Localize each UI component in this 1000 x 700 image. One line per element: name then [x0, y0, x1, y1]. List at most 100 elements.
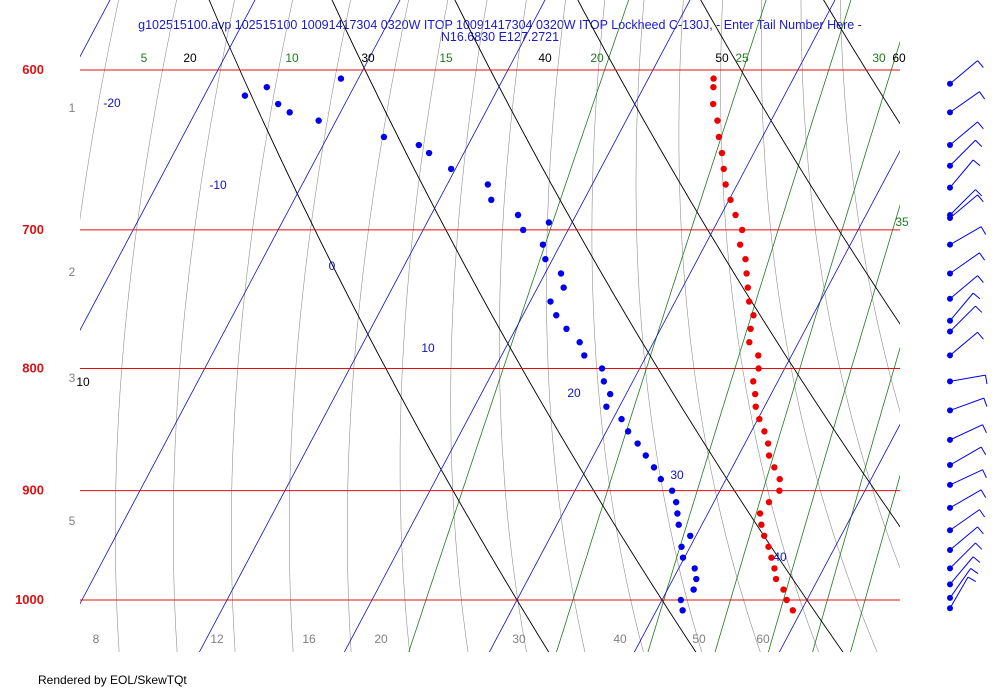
isotherm-label: 30	[670, 468, 684, 482]
dewpoint-point	[618, 415, 625, 423]
wind-barb	[947, 91, 986, 116]
wind-barb-station	[947, 504, 953, 511]
mixing-ratio-line	[556, 0, 767, 652]
wind-barb-station	[947, 527, 953, 534]
wind-barb-flag	[979, 509, 986, 518]
bottom-temperature-label: 20	[374, 632, 388, 646]
bottom-temperature-label: 12	[210, 632, 224, 646]
dewpoint-point	[274, 100, 282, 108]
isobar-label: 700	[22, 222, 44, 237]
mixing-ratio-label: 20	[590, 51, 604, 65]
temperature-point	[758, 521, 765, 528]
dewpoint-point	[642, 452, 649, 459]
wind-barb-flag	[967, 576, 977, 583]
wind-barb	[947, 60, 984, 87]
temperature-point	[768, 554, 775, 561]
wind-barb	[947, 489, 987, 511]
bottom-temperature-label: 30	[512, 632, 526, 646]
wind-barb-station	[947, 295, 953, 302]
isotherm-label: 10	[421, 341, 435, 355]
wind-barb-shaft	[949, 424, 983, 441]
mixing-ratio-line	[812, 346, 900, 652]
isotherm	[914, 0, 1000, 672]
wind-barb	[947, 374, 988, 385]
dewpoint-point	[315, 117, 322, 124]
wind-barb	[947, 139, 983, 169]
wind-barb	[947, 526, 984, 554]
wind-barb-station	[947, 212, 953, 219]
temperature-point	[751, 390, 759, 398]
temperature-point	[714, 117, 721, 124]
temperature-point	[771, 565, 778, 572]
temperature-point	[742, 255, 749, 263]
wind-barb-station	[947, 328, 953, 335]
dewpoint-point	[488, 196, 495, 204]
dry-adiabat-label: 50	[715, 51, 729, 65]
dry-adiabat	[577, 0, 900, 528]
dry-adiabat-label: 40	[538, 51, 552, 65]
altitude-label: 1	[69, 101, 76, 115]
bottom-temperature-label: 8	[93, 632, 100, 646]
moist-adiabat	[678, 0, 761, 652]
moist-adiabat	[591, 0, 644, 652]
bottom-temperature-label: 40	[613, 632, 627, 646]
altitude-label: 3	[69, 371, 76, 385]
temperature-point	[764, 440, 772, 447]
dry-adiabat-label: 30	[361, 51, 375, 65]
temperature-point	[750, 378, 757, 385]
temperature-point	[743, 270, 750, 277]
temperature-point	[736, 241, 744, 248]
dry-adiabat-label: 10	[76, 375, 90, 389]
isotherm	[80, 0, 401, 605]
wind-barb-station	[947, 109, 953, 116]
temperature-point	[783, 596, 790, 604]
wind-barb-shaft	[949, 446, 982, 466]
wind-barb	[947, 159, 981, 191]
temperature-point	[722, 181, 729, 188]
temperature-point	[718, 149, 726, 157]
wind-barb-station	[947, 142, 953, 149]
isobar-label: 900	[22, 483, 44, 498]
temperature-point	[776, 487, 783, 494]
dewpoint-point	[693, 575, 700, 583]
wind-barb-flag	[975, 189, 983, 197]
moist-adiabat	[450, 0, 488, 652]
dewpoint-point	[672, 498, 680, 506]
wind-barb-shaft	[949, 556, 974, 585]
wind-barb	[947, 226, 987, 248]
isotherm-label: 40	[773, 550, 787, 564]
temperature-point	[771, 464, 778, 471]
wind-barb-flag	[977, 526, 984, 535]
dewpoint-point	[557, 270, 565, 277]
moist-adiabat	[839, 0, 900, 413]
dewpoint-point	[241, 92, 249, 99]
dewpoint-point	[691, 565, 698, 572]
dewpoint-point	[415, 141, 423, 149]
wind-barb	[947, 275, 984, 302]
isobar-label: 800	[22, 360, 44, 375]
wind-barb-station	[947, 317, 953, 324]
temperature-point	[776, 475, 783, 483]
temperature-point	[710, 83, 717, 91]
temperature-point	[761, 428, 768, 435]
temperature-point	[756, 415, 763, 423]
moist-adiabat	[635, 0, 703, 652]
bottom-temperature-label: 16	[302, 632, 316, 646]
wind-barb-flag	[977, 275, 984, 283]
temperature-point	[765, 498, 773, 506]
wind-barb	[947, 292, 981, 324]
wind-barb	[947, 252, 986, 277]
wind-barb	[947, 469, 987, 488]
dry-adiabat-label: 60	[892, 51, 906, 65]
wind-barb-flag	[972, 159, 981, 167]
moist-adiabat	[80, 0, 119, 221]
chart-title-line2: N16.6830 E127.2721	[440, 30, 560, 44]
dewpoint-point	[545, 219, 553, 226]
dewpoint-point	[380, 133, 388, 141]
dry-adiabat	[823, 0, 900, 125]
altitude-label: 5	[69, 514, 76, 528]
wind-barb-shaft	[949, 60, 978, 85]
temperature-point	[755, 352, 762, 359]
mixing-ratio-label: 15	[439, 51, 453, 65]
wind-barb-shaft	[949, 275, 978, 300]
